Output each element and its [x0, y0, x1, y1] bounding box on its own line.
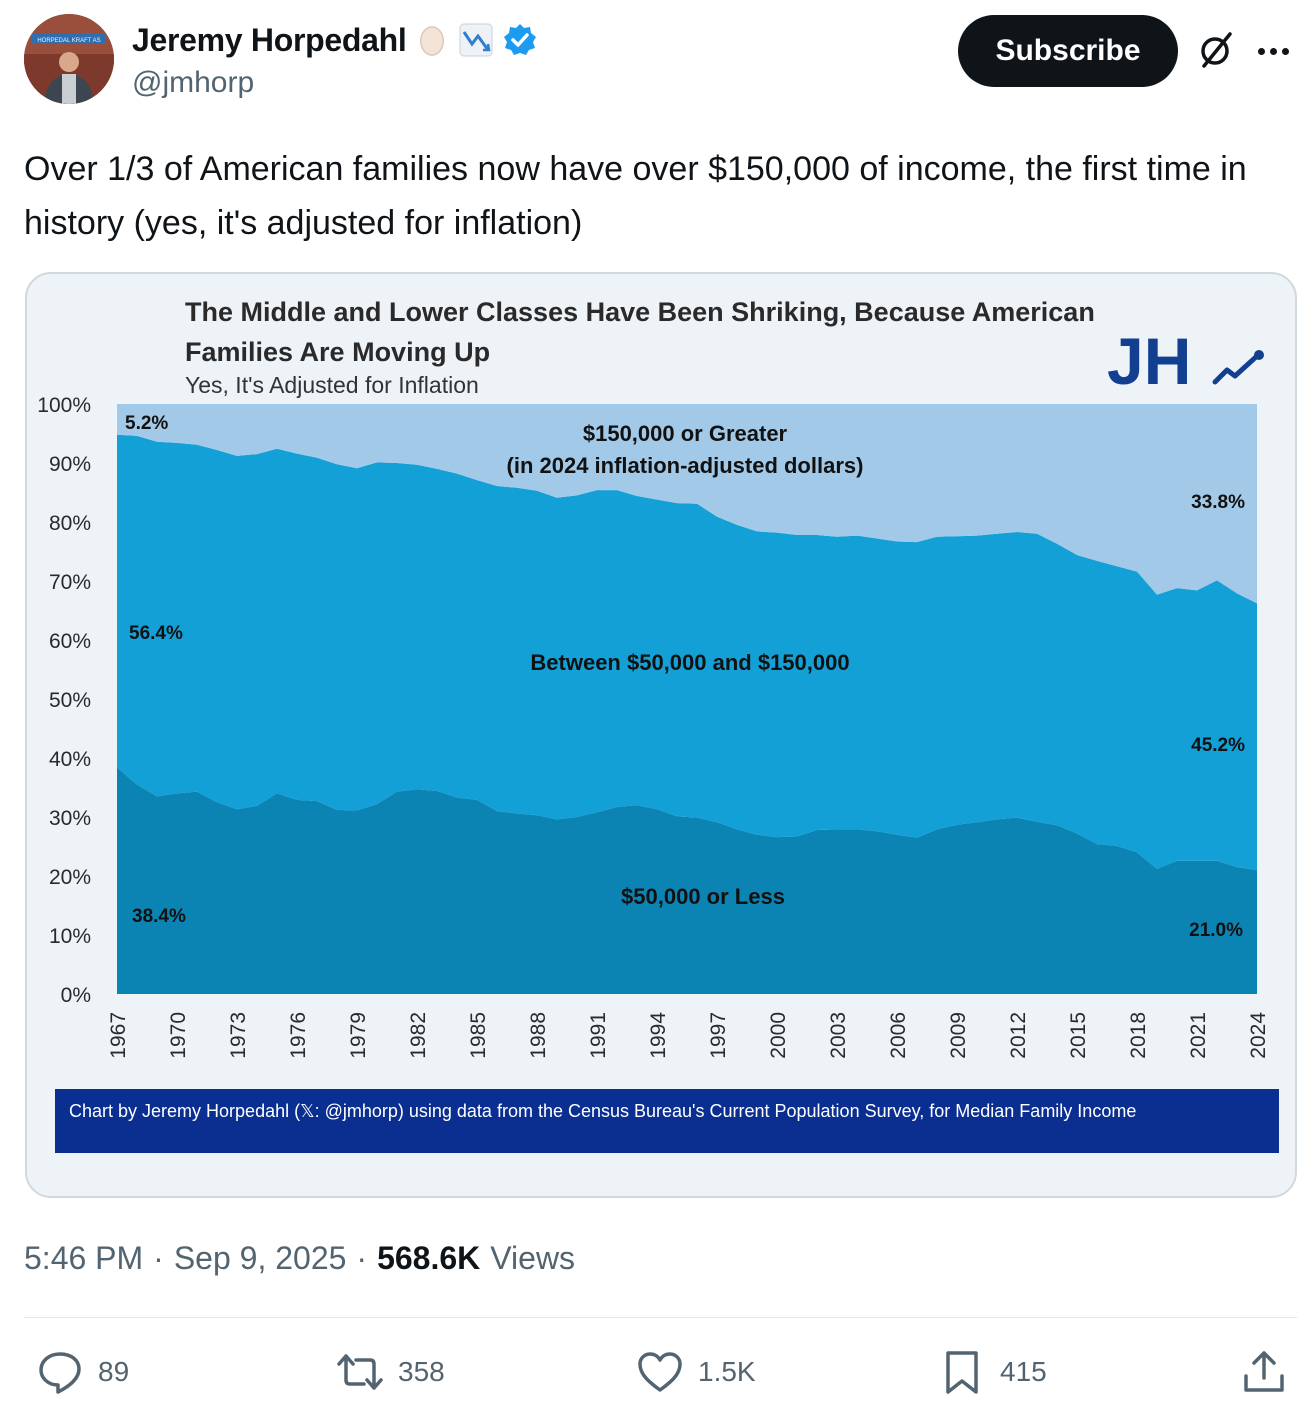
- jh-logo-text: JH: [1107, 326, 1191, 396]
- bookmark-count: 415: [1000, 1356, 1047, 1387]
- repost-count: 358: [398, 1356, 445, 1387]
- x-tick-label: 1991: [587, 1012, 610, 1059]
- views-count: 568.6K: [377, 1240, 481, 1276]
- series-label-under-50k: $50,000 or Less: [621, 884, 785, 909]
- y-tick-label: 40%: [49, 748, 91, 771]
- x-tick-label: 1973: [227, 1012, 250, 1059]
- data-label-start-50k-150k: 56.4%: [129, 623, 183, 644]
- grok-icon[interactable]: [1196, 30, 1236, 70]
- reply-count: 89: [98, 1356, 130, 1387]
- x-tick-label: 1982: [407, 1012, 430, 1059]
- heart-icon: [638, 1352, 682, 1392]
- x-tick-label: 2015: [1067, 1012, 1090, 1059]
- y-tick-label: 20%: [49, 866, 91, 889]
- x-tick-label: 2021: [1187, 1012, 1210, 1059]
- series-label-50k-150k: Between $50,000 and $150,000: [530, 650, 849, 675]
- repost-icon: [337, 1354, 383, 1390]
- x-tick-label: 1997: [707, 1012, 730, 1059]
- y-tick-label: 0%: [61, 984, 91, 1007]
- data-label-end-50k-150k: 45.2%: [1191, 735, 1245, 756]
- data-label-start-over-150k: 5.2%: [125, 413, 168, 434]
- chart-title: The Middle and Lower Classes Have Been S…: [185, 297, 1095, 367]
- series-label-over-150k-note: (in 2024 inflation-adjusted dollars): [507, 453, 864, 478]
- x-tick-label: 1970: [167, 1012, 190, 1059]
- y-tick-label: 30%: [49, 807, 91, 830]
- area-over-150k: [117, 404, 1257, 604]
- meta-separator: ·: [153, 1240, 164, 1276]
- chart-subtitle: Yes, It's Adjusted for Inflation: [185, 372, 479, 398]
- x-tick-label: 1988: [527, 1012, 550, 1059]
- data-label-end-under-50k: 21.0%: [1189, 920, 1243, 941]
- author-handle[interactable]: @jmhorp: [132, 66, 255, 99]
- subscribe-button[interactable]: Subscribe: [958, 15, 1178, 87]
- avatar[interactable]: HORPEDAL KRAFT AS: [24, 14, 114, 104]
- avatar-sign-text: HORPEDAL KRAFT AS: [37, 38, 100, 44]
- y-tick-label: 70%: [49, 571, 91, 594]
- x-tick-label: 2009: [947, 1012, 970, 1059]
- x-tick-label: 2024: [1247, 1012, 1270, 1059]
- x-tick-label: 2003: [827, 1012, 850, 1059]
- share-icon: [1244, 1351, 1284, 1392]
- egg-icon: [414, 22, 450, 58]
- repost-button[interactable]: 358: [336, 1346, 445, 1398]
- y-tick-label: 60%: [49, 630, 91, 653]
- author-name-row: Jeremy Horpedahl: [132, 18, 538, 62]
- x-tick-label: 1985: [467, 1012, 490, 1059]
- y-tick-label: 80%: [49, 512, 91, 535]
- x-tick-label: 2000: [767, 1012, 790, 1059]
- tweet-media-card[interactable]: 0% 10% 20% 30% 40% 50% 60% 70% 80% 90% 100% 1967 197…: [25, 272, 1297, 1198]
- meta-separator: ·: [356, 1240, 368, 1276]
- series-label-over-150k: $150,000 or Greater: [583, 421, 788, 446]
- bookmark-button[interactable]: 415: [938, 1346, 1047, 1398]
- x-tick-label: 2012: [1007, 1012, 1030, 1059]
- x-tick-label: 1967: [107, 1012, 130, 1059]
- author-display-name[interactable]: Jeremy Horpedahl: [132, 21, 407, 58]
- stacked-area-chart: 0% 10% 20% 30% 40% 50% 60% 70% 80% 90% 100% 1967 197…: [37, 394, 1270, 1059]
- y-tick-label: 90%: [49, 453, 91, 476]
- chart-source-note: Chart by Jeremy Horpedahl (𝕏: @jmhorp) u…: [55, 1089, 1279, 1153]
- more-options-icon[interactable]: [1258, 36, 1298, 66]
- y-tick-label: 100%: [37, 394, 91, 417]
- chart-decreasing-icon: [458, 22, 494, 58]
- data-label-start-under-50k: 38.4%: [132, 906, 186, 927]
- share-button[interactable]: [1240, 1346, 1288, 1398]
- tweet-date[interactable]: Sep 9, 2025: [173, 1240, 347, 1276]
- jh-logo: JH: [1107, 326, 1264, 396]
- area-under-50k: [117, 767, 1257, 994]
- tweet-time[interactable]: 5:46 PM: [24, 1240, 144, 1276]
- x-tick-label: 1976: [287, 1012, 310, 1059]
- bookmark-icon: [946, 1351, 978, 1394]
- x-tick-label: 2006: [887, 1012, 910, 1059]
- x-tick-label: 2018: [1127, 1012, 1150, 1059]
- y-tick-label: 50%: [49, 689, 91, 712]
- views-label: Views: [490, 1240, 576, 1276]
- y-tick-label: 10%: [49, 925, 91, 948]
- verified-icon[interactable]: [502, 22, 538, 58]
- divider: [24, 1317, 1297, 1318]
- x-tick-label: 1994: [647, 1012, 670, 1059]
- x-tick-label: 1979: [347, 1012, 370, 1059]
- reply-icon: [39, 1352, 81, 1394]
- tweet-meta: 5:46 PM · Sep 9, 2025 · 568.6K Views: [24, 1240, 575, 1277]
- reply-button[interactable]: 89: [36, 1346, 129, 1398]
- area-50k-150k: [117, 434, 1257, 871]
- tweet-text: Over 1/3 of American families now have o…: [24, 150, 1247, 242]
- like-count: 1.5K: [698, 1356, 756, 1387]
- like-button[interactable]: 1.5K: [636, 1346, 756, 1398]
- data-label-end-over-150k: 33.8%: [1191, 492, 1245, 513]
